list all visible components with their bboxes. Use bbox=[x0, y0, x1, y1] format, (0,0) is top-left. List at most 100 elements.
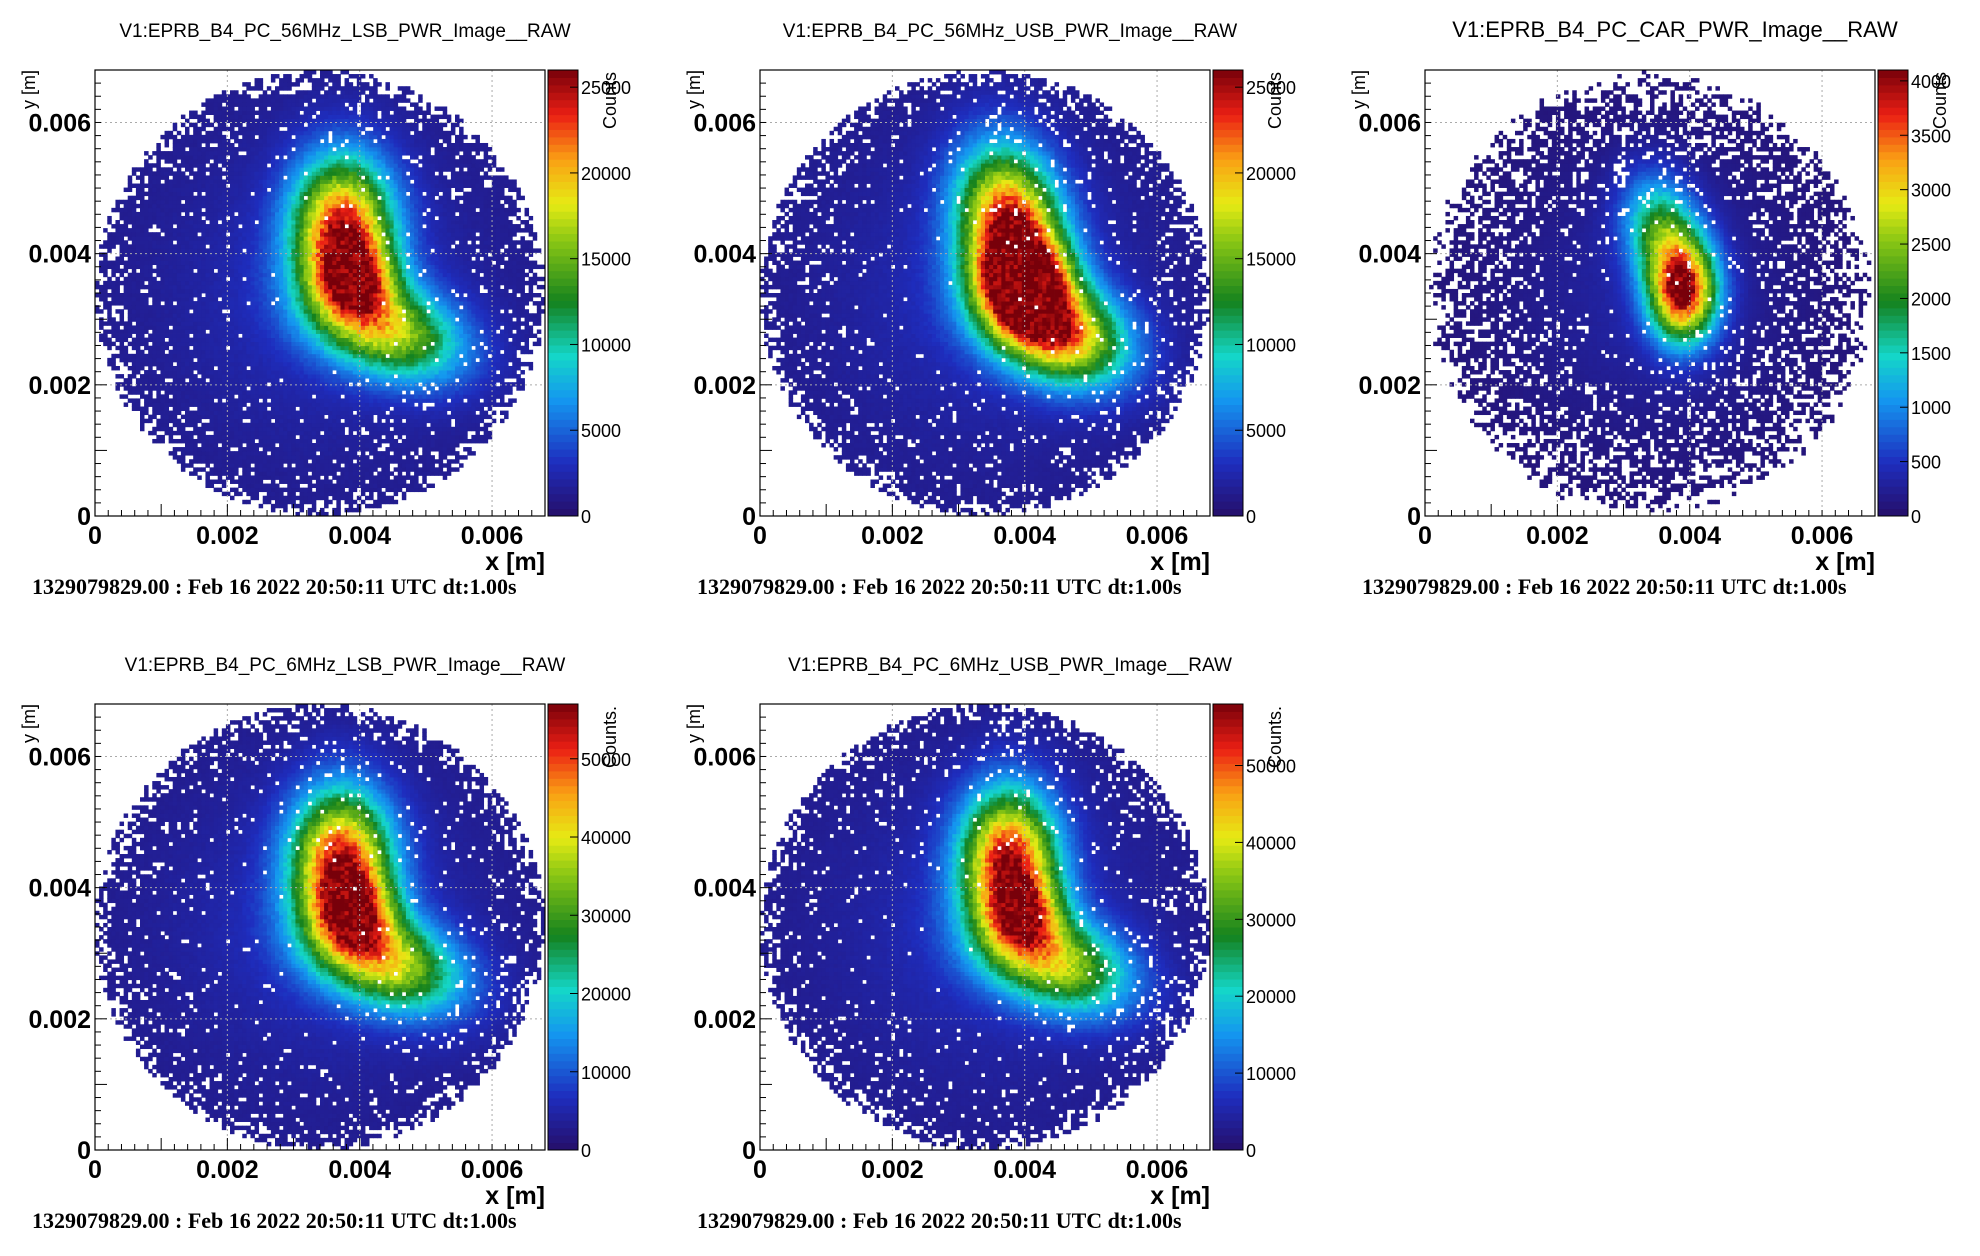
heatmap-cell bbox=[287, 487, 292, 493]
heatmap-cell bbox=[135, 378, 141, 383]
heatmap-cell bbox=[185, 276, 190, 282]
heatmap-cell bbox=[287, 418, 292, 424]
heatmap-cell bbox=[127, 256, 133, 261]
heatmap-cell bbox=[160, 305, 165, 310]
heatmap-cell bbox=[250, 483, 255, 489]
heatmap-cell bbox=[172, 155, 178, 160]
heatmap-cell bbox=[270, 402, 276, 407]
heatmap-cell bbox=[180, 163, 186, 168]
heatmap-cell bbox=[230, 357, 235, 363]
heatmap-cell bbox=[336, 114, 341, 120]
heatmap-cell bbox=[119, 333, 125, 338]
heatmap-cell bbox=[279, 434, 284, 440]
heatmap-cell bbox=[332, 199, 337, 205]
heatmap-cell bbox=[213, 467, 219, 472]
heatmap-cell bbox=[291, 293, 296, 298]
heatmap-cell bbox=[160, 321, 165, 326]
heatmap-cell bbox=[246, 252, 251, 257]
heatmap-cell bbox=[246, 260, 251, 266]
heatmap-cell bbox=[275, 252, 280, 257]
heatmap-cell bbox=[168, 337, 174, 343]
heatmap-cell bbox=[254, 280, 260, 286]
heatmap-cell bbox=[311, 483, 317, 489]
heatmap-cell bbox=[315, 365, 321, 371]
heatmap-cell bbox=[193, 386, 198, 391]
heatmap-cell bbox=[266, 134, 272, 140]
heatmap-cell bbox=[127, 175, 133, 180]
heatmap-cell bbox=[295, 313, 300, 318]
heatmap-cell bbox=[270, 94, 276, 99]
heatmap-cell bbox=[303, 151, 309, 156]
heatmap-cell bbox=[332, 276, 337, 282]
heatmap-cell bbox=[189, 357, 194, 363]
heatmap-cell bbox=[230, 378, 235, 383]
heatmap-cell bbox=[324, 118, 329, 124]
heatmap-cell bbox=[209, 288, 215, 294]
heatmap-cell bbox=[131, 345, 137, 351]
heatmap-cell bbox=[291, 207, 296, 213]
heatmap-cell bbox=[156, 341, 161, 347]
heatmap-cell bbox=[148, 199, 153, 205]
heatmap-cell bbox=[348, 422, 354, 428]
heatmap-cell bbox=[140, 240, 145, 245]
heatmap-cell bbox=[217, 284, 223, 290]
heatmap-cell bbox=[328, 98, 333, 103]
heatmap-cell bbox=[250, 394, 255, 399]
heatmap-cell bbox=[315, 511, 321, 517]
heatmap-cell bbox=[221, 305, 227, 310]
heatmap-cell bbox=[185, 175, 190, 180]
heatmap-cell bbox=[205, 147, 210, 152]
heatmap-cell bbox=[230, 159, 235, 164]
heatmap-cell bbox=[254, 341, 260, 347]
heatmap-cell bbox=[193, 211, 198, 217]
heatmap-cell bbox=[344, 455, 350, 460]
heatmap-cell bbox=[254, 236, 260, 241]
heatmap-cell bbox=[348, 443, 354, 448]
heatmap-cell bbox=[197, 118, 202, 124]
heatmap-cell bbox=[246, 240, 251, 245]
heatmap-cell bbox=[324, 232, 329, 237]
heatmap-cell bbox=[209, 443, 215, 448]
heatmap-cell bbox=[246, 353, 251, 359]
heatmap-cell bbox=[225, 491, 231, 497]
heatmap-cell bbox=[324, 122, 329, 128]
heatmap-cell bbox=[225, 414, 231, 420]
heatmap-cell bbox=[205, 264, 210, 270]
heatmap-cell bbox=[131, 232, 137, 237]
heatmap-cell bbox=[148, 386, 153, 391]
heatmap-cell bbox=[213, 203, 219, 209]
heatmap-cell bbox=[140, 175, 145, 180]
heatmap-cell bbox=[172, 122, 178, 128]
heatmap-cell bbox=[152, 337, 157, 343]
heatmap-cell bbox=[172, 386, 178, 391]
heatmap-cell bbox=[307, 341, 313, 347]
heatmap-cell bbox=[197, 365, 202, 371]
heatmap-cell bbox=[209, 224, 215, 229]
heatmap-cell bbox=[225, 321, 231, 326]
heatmap-cell bbox=[164, 211, 170, 217]
heatmap-cell bbox=[315, 386, 321, 391]
heatmap-cell bbox=[176, 272, 182, 278]
heatmap-cell bbox=[311, 361, 317, 367]
heatmap-cell bbox=[225, 280, 231, 286]
heatmap-cell bbox=[242, 438, 247, 444]
heatmap-cell bbox=[254, 126, 260, 132]
heatmap-cell bbox=[242, 106, 247, 111]
heatmap-cell bbox=[332, 106, 337, 111]
heatmap-cell bbox=[340, 220, 345, 225]
heatmap-cell bbox=[180, 422, 186, 428]
heatmap-cell bbox=[246, 475, 251, 480]
heatmap-cell bbox=[131, 195, 137, 201]
heatmap-cell bbox=[324, 349, 329, 355]
heatmap-cell bbox=[148, 402, 153, 407]
heatmap-cell bbox=[262, 337, 268, 343]
heatmap-cell bbox=[270, 207, 276, 213]
heatmap-cell bbox=[213, 276, 219, 282]
heatmap-cell bbox=[344, 195, 350, 201]
heatmap-cell bbox=[315, 317, 321, 322]
heatmap-cell bbox=[295, 90, 300, 95]
heatmap-cell bbox=[315, 297, 321, 302]
heatmap-cell bbox=[344, 467, 350, 472]
heatmap-cell bbox=[234, 471, 239, 476]
heatmap-cell bbox=[262, 244, 268, 249]
